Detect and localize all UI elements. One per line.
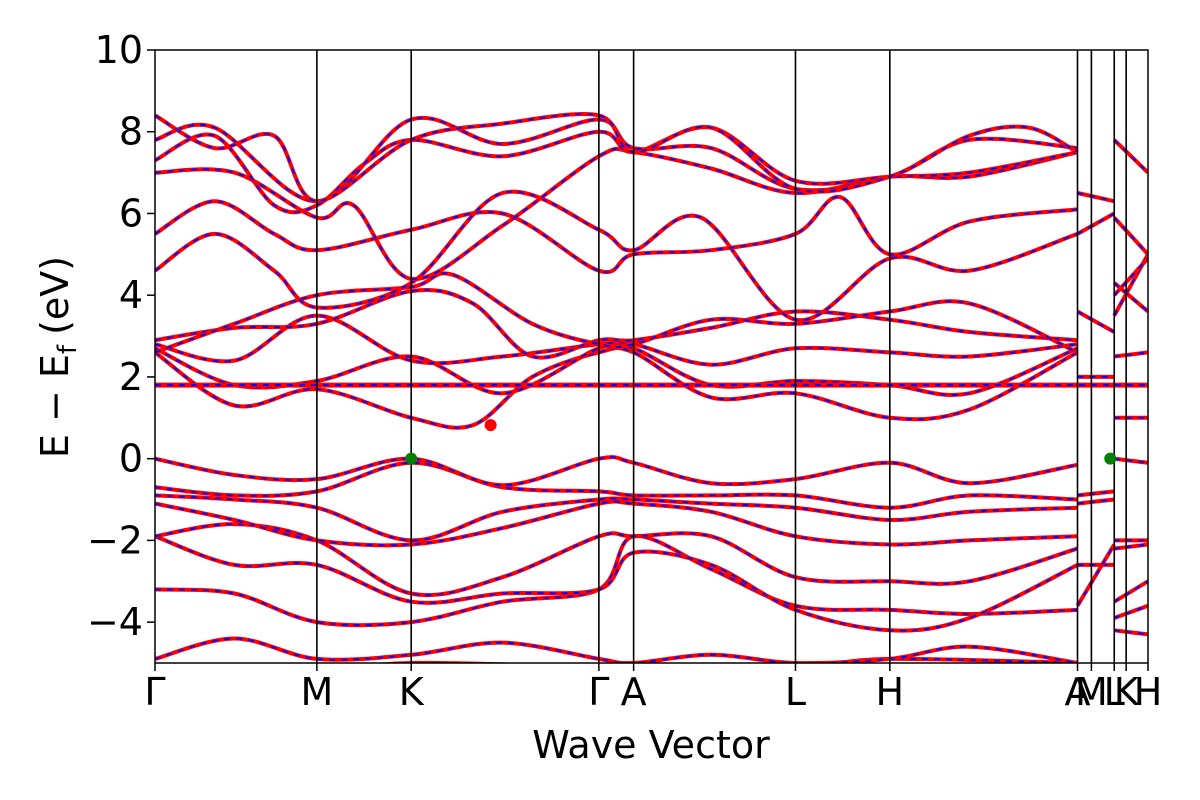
- band-line-overlay-32: [1113, 139, 1148, 174]
- x-tick-label-10: K: [1114, 670, 1140, 714]
- band-line-15: [155, 195, 1078, 275]
- band-line-22: [1113, 579, 1148, 604]
- band-line-overlay-30: [1113, 282, 1148, 313]
- band-line-overlay-17: [155, 126, 1078, 214]
- band-line-overlay-33: [1077, 192, 1115, 203]
- band-line-overlay-5: [155, 500, 1078, 547]
- bands-layer: [155, 112, 1148, 663]
- band-line-34: [1076, 211, 1116, 236]
- band-edge-marker-1: [1104, 452, 1117, 465]
- x-tick-label-6: H: [876, 670, 905, 714]
- y-tick-label-5: 6: [119, 191, 143, 235]
- band-line-overlay-29: [1113, 257, 1148, 296]
- band-line-overlay-3: [155, 535, 1078, 632]
- x-tick-label-2: K: [399, 670, 425, 714]
- band-line-overlay-7: [155, 461, 1078, 509]
- x-tick-label-0: Γ: [144, 670, 165, 714]
- x-tick-label-8: M: [1075, 670, 1108, 714]
- band-line-overlay-37: [1077, 490, 1115, 497]
- y-axis-ticks: −4 −2 0 2 4 6 8 10: [87, 28, 155, 644]
- k-point-lines: [316, 50, 1127, 663]
- band-line-overlay-4: [155, 523, 1078, 596]
- band-line-overlay-35: [1077, 310, 1115, 333]
- y-axis-title: E − Ef (eV): [33, 256, 83, 458]
- band-line-overlay-8: [155, 456, 1078, 487]
- x-axis-title: Wave Vector: [532, 723, 770, 767]
- x-tick-label-7: A: [1064, 670, 1090, 714]
- band-line-overlay-23: [1114, 543, 1148, 550]
- band-line-9: [155, 346, 1079, 430]
- x-tick-label-4: A: [621, 670, 647, 714]
- band-edge-marker-2: [484, 419, 497, 432]
- x-tick-label-3: Γ: [588, 670, 609, 714]
- x-tick-label-9: L: [1104, 670, 1125, 714]
- band-line-8: [155, 455, 1078, 488]
- band-line-overlay-6: [155, 494, 1078, 542]
- band-line-5: [155, 499, 1078, 548]
- band-line-overlay-21: [1113, 604, 1148, 619]
- plot-frame: [154, 49, 1149, 664]
- x-tick-label-11: H: [1134, 670, 1163, 714]
- band-line-overlay-20: [1114, 629, 1148, 636]
- band-line-overlay-22: [1113, 580, 1148, 603]
- y-tick-label-6: 8: [119, 110, 143, 154]
- band-line-overlay-11: [155, 314, 1078, 366]
- band-line-overlay-27: [1114, 351, 1148, 358]
- band-line-overlay-19: [155, 113, 1078, 203]
- band-edge-marker-0: [405, 452, 418, 465]
- band-line-overlay-40: [1076, 544, 1115, 607]
- band-line-overlay-16: [155, 147, 1078, 280]
- band-line-2: [155, 534, 1078, 628]
- y-axis-title-unit: (eV): [33, 256, 77, 335]
- x-tick-label-1: M: [300, 670, 333, 714]
- y-tick-label-2: 0: [119, 437, 143, 481]
- y-axis-title-main: E − E: [33, 354, 77, 458]
- markers-layer: [405, 419, 1117, 465]
- y-axis-title-sub: f: [53, 344, 83, 354]
- band-line-overlay-31: [1113, 216, 1148, 255]
- y-tick-label-7: 10: [95, 28, 143, 72]
- band-line-overlay-38: [1077, 498, 1115, 505]
- x-tick-label-5: L: [785, 670, 806, 714]
- y-tick-label-1: −2: [87, 518, 143, 562]
- band-line-overlay-34: [1077, 212, 1115, 235]
- y-tick-label-4: 4: [119, 273, 143, 317]
- band-line-35: [1076, 309, 1116, 334]
- y-tick-label-3: 2: [119, 355, 143, 399]
- y-tick-label-0: −4: [87, 600, 143, 644]
